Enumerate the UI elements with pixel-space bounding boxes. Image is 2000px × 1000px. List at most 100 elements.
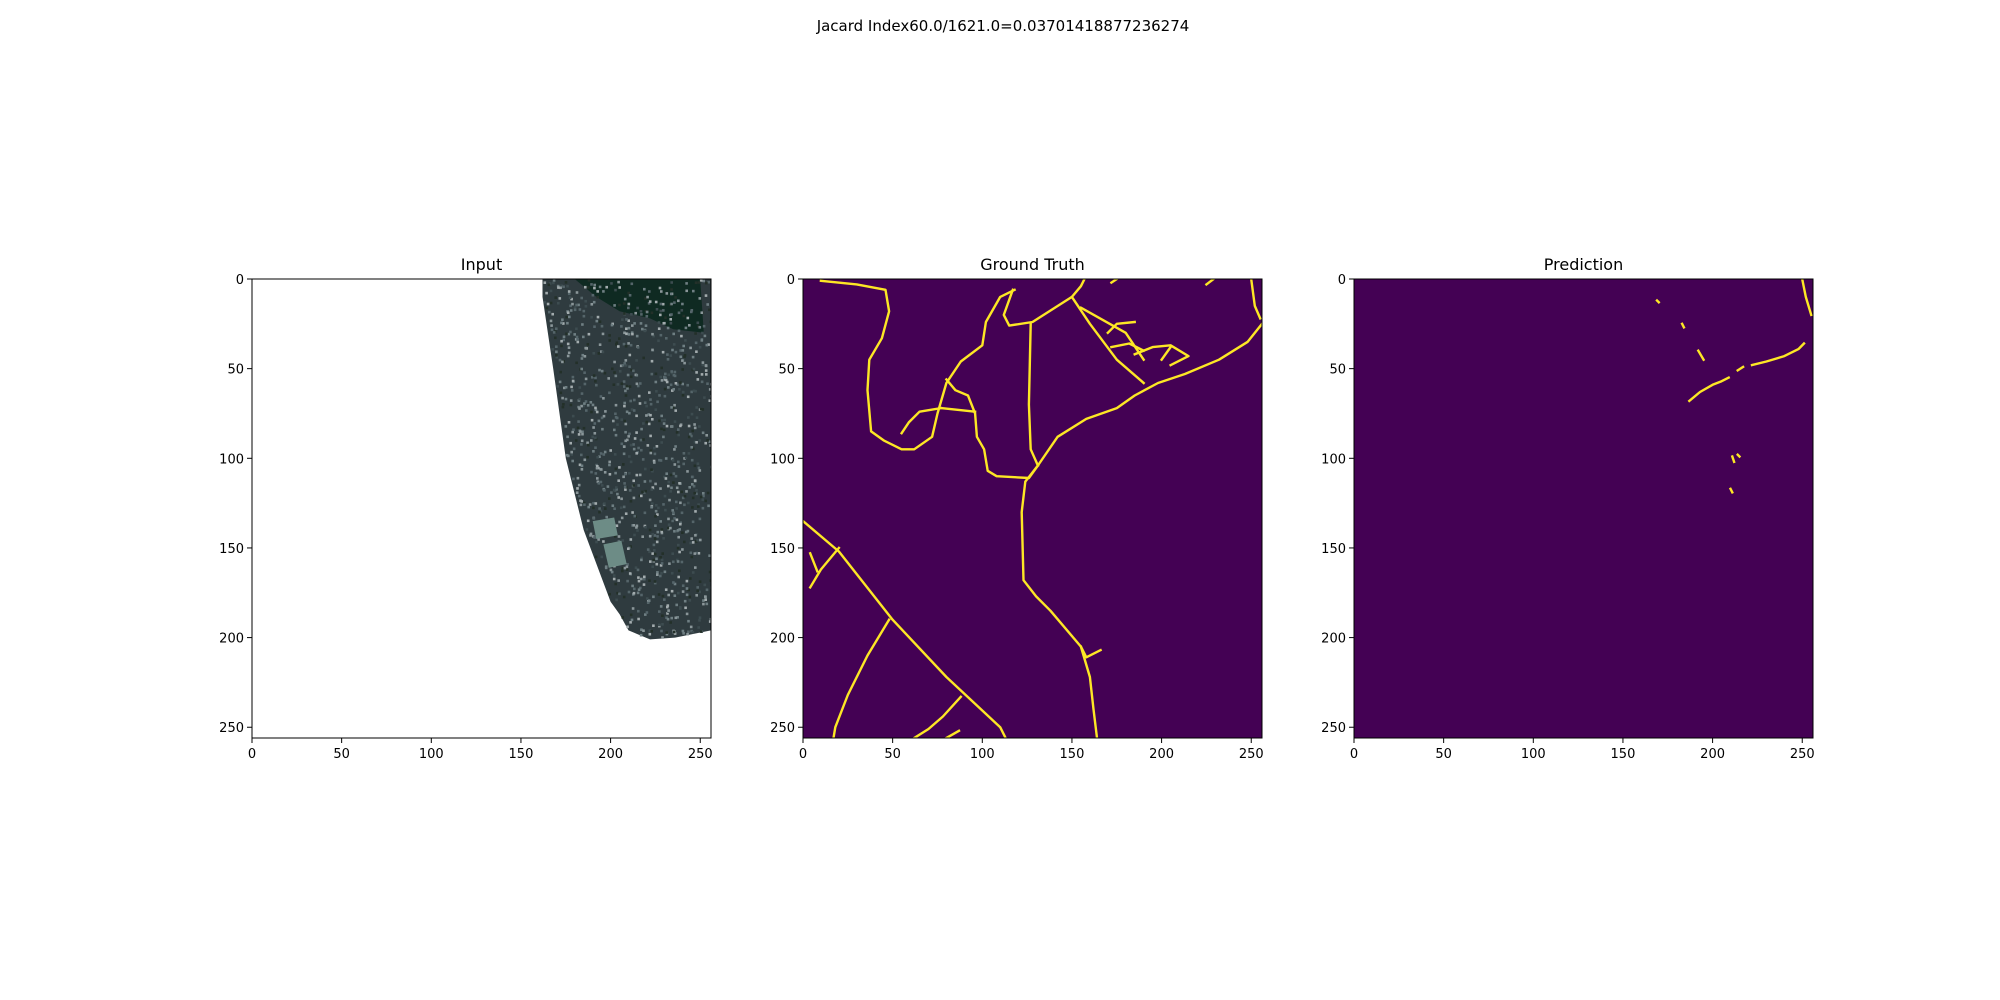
texture-speck	[690, 310, 693, 314]
texture-speck	[555, 350, 558, 354]
texture-speck	[598, 507, 601, 510]
texture-speck	[682, 462, 685, 466]
texture-speck	[689, 577, 692, 580]
texture-speck	[671, 389, 674, 392]
texture-speck	[693, 440, 697, 444]
texture-speck	[573, 306, 577, 309]
texture-speck	[587, 505, 590, 509]
x-tick-label: 50	[333, 747, 350, 762]
texture-speck	[689, 541, 692, 545]
texture-speck	[617, 539, 621, 543]
texture-speck	[694, 534, 697, 537]
texture-speck	[639, 438, 643, 442]
y-tick-label: 150	[770, 542, 795, 557]
texture-speck	[660, 571, 663, 575]
texture-speck	[663, 387, 667, 391]
texture-speck	[664, 588, 668, 591]
texture-speck	[681, 359, 684, 362]
texture-speck	[667, 517, 670, 521]
texture-speck	[670, 302, 673, 306]
texture-speck	[681, 394, 685, 397]
texture-speck	[669, 321, 673, 325]
texture-speck	[602, 290, 605, 293]
texture-speck	[589, 534, 592, 537]
texture-speck	[702, 492, 705, 495]
texture-speck	[551, 348, 555, 351]
texture-speck	[632, 443, 635, 446]
texture-speck	[627, 590, 631, 594]
texture-speck	[566, 321, 569, 325]
texture-speck	[708, 570, 711, 574]
texture-speck	[577, 433, 581, 436]
texture-speck	[624, 389, 627, 393]
texture-speck	[636, 346, 640, 349]
texture-speck	[681, 548, 684, 551]
texture-speck	[642, 583, 646, 586]
texture-speck	[694, 540, 698, 543]
texture-speck	[632, 496, 636, 500]
texture-speck	[584, 377, 588, 381]
texture-speck	[675, 558, 679, 562]
texture-speck	[676, 546, 680, 550]
texture-speck	[683, 494, 687, 498]
texture-speck	[635, 473, 639, 477]
texture-speck	[612, 383, 616, 386]
texture-speck	[648, 632, 652, 636]
texture-speck	[665, 631, 668, 634]
texture-speck	[570, 297, 573, 301]
texture-speck	[705, 343, 709, 347]
texture-speck	[556, 385, 559, 388]
texture-speck	[655, 308, 659, 311]
texture-speck	[559, 370, 562, 374]
texture-speck	[621, 539, 625, 542]
texture-speck	[613, 507, 616, 510]
texture-speck	[681, 302, 684, 306]
texture-speck	[610, 491, 613, 494]
texture-speck	[649, 402, 653, 406]
texture-speck	[591, 435, 594, 439]
texture-speck	[627, 291, 630, 295]
texture-speck	[586, 343, 590, 346]
texture-speck	[662, 322, 666, 325]
texture-speck	[642, 629, 645, 632]
texture-speck	[568, 296, 572, 299]
texture-speck	[623, 419, 626, 423]
texture-speck	[670, 292, 673, 296]
y-tick-label: 50	[778, 363, 795, 378]
texture-speck	[696, 586, 699, 589]
texture-speck	[672, 511, 675, 514]
texture-speck	[669, 354, 673, 357]
texture-speck	[566, 311, 570, 314]
texture-speck	[679, 424, 682, 428]
texture-speck	[704, 369, 708, 372]
texture-speck	[671, 348, 674, 352]
texture-speck	[567, 290, 571, 293]
texture-speck	[629, 399, 632, 403]
texture-speck	[663, 598, 666, 601]
texture-speck	[645, 404, 648, 408]
texture-speck	[670, 616, 673, 620]
road-segment	[832, 618, 891, 738]
y-tick-label: 250	[770, 721, 795, 736]
texture-speck	[674, 409, 677, 412]
texture-speck	[636, 591, 640, 595]
texture-speck	[649, 560, 652, 563]
texture-speck	[671, 519, 674, 523]
texture-speck	[635, 382, 639, 386]
texture-speck	[595, 540, 598, 544]
texture-speck	[688, 324, 691, 327]
texture-speck	[696, 589, 699, 593]
texture-speck	[602, 453, 606, 456]
texture-speck	[695, 489, 698, 492]
texture-speck	[568, 315, 571, 319]
texture-speck	[624, 488, 627, 491]
texture-speck	[698, 616, 702, 619]
texture-speck	[625, 384, 629, 388]
texture-speck	[585, 409, 588, 412]
texture-speck	[651, 552, 654, 555]
texture-speck	[685, 612, 689, 616]
texture-speck	[626, 387, 629, 390]
texture-speck	[649, 451, 653, 455]
texture-speck	[580, 296, 583, 300]
texture-speck	[628, 472, 631, 475]
